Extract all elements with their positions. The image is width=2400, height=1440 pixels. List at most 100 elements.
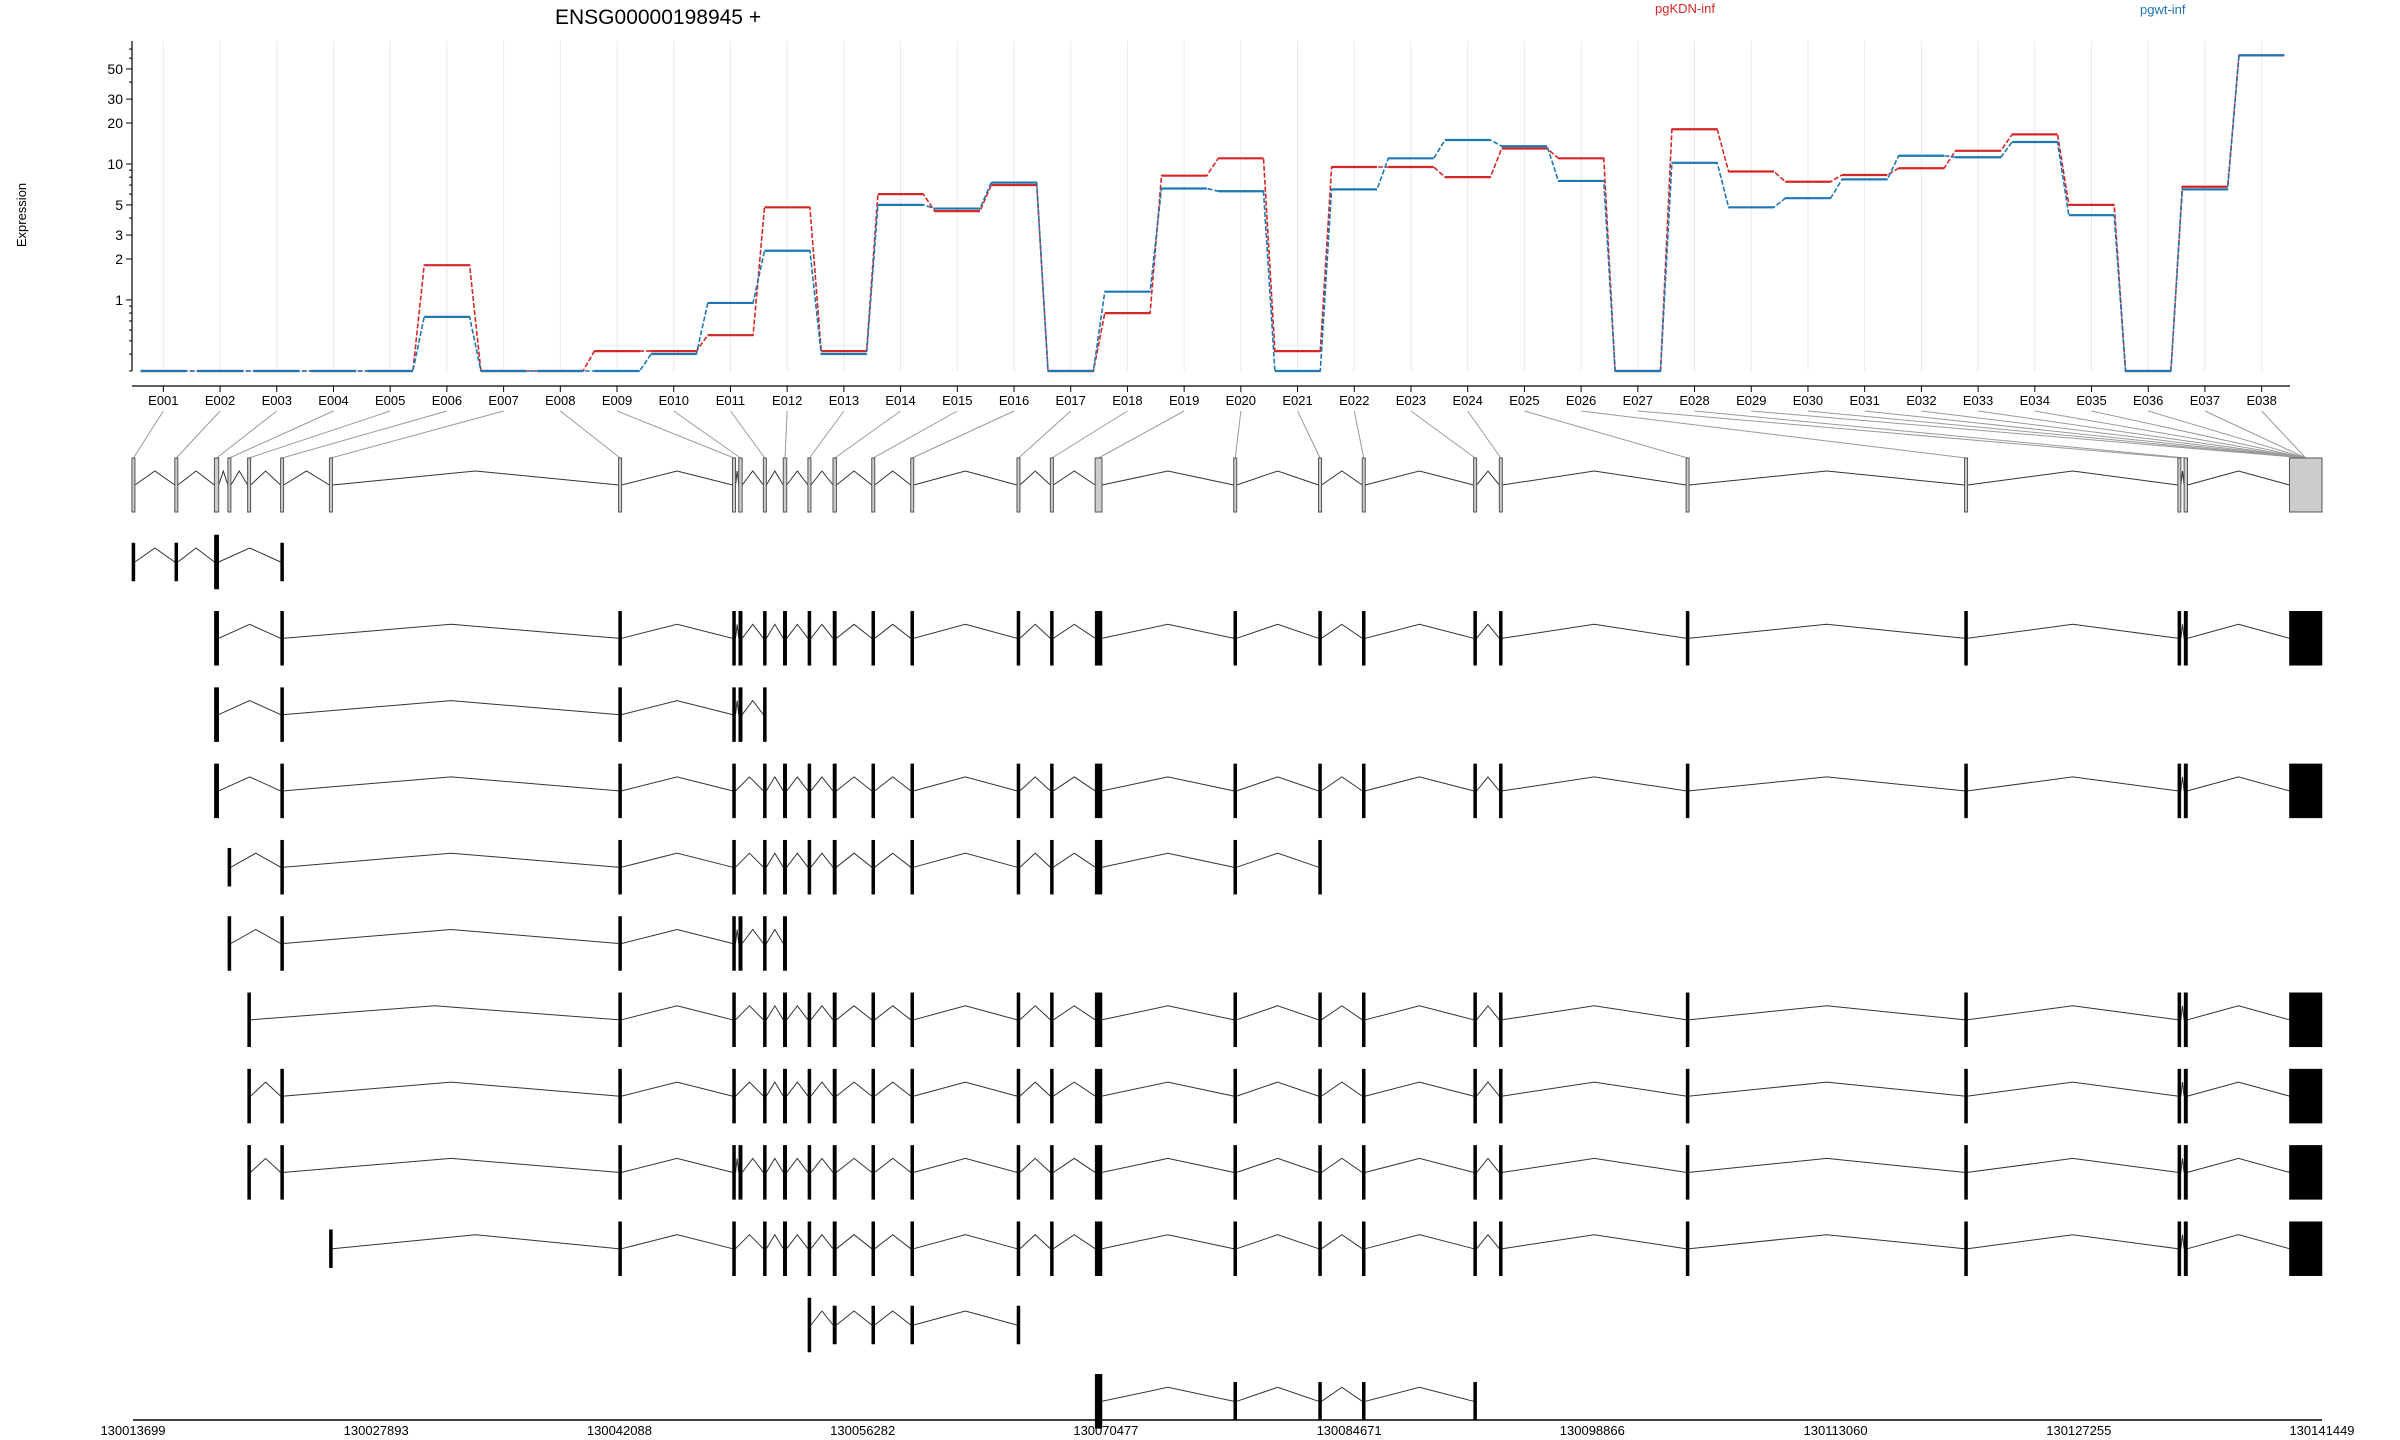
- transcript-intron: [621, 852, 733, 868]
- transcript-exon-e012: [783, 839, 787, 895]
- transcript-exon-e021: [1318, 839, 1322, 895]
- transcript-2: [214, 611, 2323, 666]
- transcript-exon-e015: [871, 1068, 876, 1124]
- transcript-exon-e015: [871, 992, 876, 1048]
- gene-model-intron: [1502, 470, 1687, 486]
- x-tick-label-e029: E029: [1736, 393, 1766, 408]
- transcript-exon-e020: [1233, 1382, 1237, 1421]
- transcript-exon-e013: [807, 1145, 812, 1200]
- transcript-exon-e025: [1685, 1068, 1690, 1124]
- transcript-exon-e020: [1233, 839, 1237, 895]
- transcript-intron: [1476, 1157, 1500, 1173]
- y-tick-label-20: 20: [107, 115, 123, 131]
- transcript-intron: [913, 1081, 1018, 1097]
- transcript-intron: [1321, 1005, 1363, 1021]
- x-tick-label-e017: E017: [1056, 393, 1086, 408]
- transcript-exon-e025: [1685, 992, 1690, 1048]
- gene-model-intron: [1019, 470, 1051, 486]
- x-tick-label-e035: E035: [2076, 393, 2106, 408]
- gene-model-exon-e017: [1016, 457, 1021, 513]
- transcript-intron: [621, 1081, 733, 1097]
- x-tick-label-e033: E033: [1963, 393, 1993, 408]
- transcript-exon-e022: [1361, 1145, 1366, 1200]
- transcript-exon-e006: [280, 542, 284, 582]
- connector-e001: [133, 410, 164, 459]
- transcript-intron: [1689, 1005, 1965, 1021]
- transcript-intron: [836, 852, 873, 868]
- transcript-intron: [1689, 1081, 1965, 1097]
- transcript-intron: [874, 623, 912, 639]
- transcript-exon-e023: [1473, 1382, 1477, 1421]
- transcript-intron: [1476, 1081, 1500, 1097]
- transcript-tracks: [131, 457, 2323, 1429]
- transcript-intron: [283, 623, 619, 639]
- gene-model-exon-e015: [871, 457, 876, 513]
- transcript-exon-e017: [1016, 763, 1021, 819]
- transcript-intron: [735, 700, 740, 715]
- connector-e011: [730, 410, 766, 459]
- y-tick-label-3: 3: [115, 227, 123, 243]
- transcript-exon-e011: [763, 611, 767, 666]
- transcript-exon-e021: [1318, 611, 1322, 666]
- transcript-exon-e019: [1094, 992, 1103, 1048]
- connector-e034: [2034, 410, 2306, 459]
- transcript-intron: [786, 623, 809, 639]
- transcript-exon-e009: [732, 916, 736, 971]
- x-tick-label-e037: E037: [2190, 393, 2220, 408]
- transcript-intron: [1236, 1157, 1319, 1173]
- transcript-intron: [2187, 1005, 2290, 1021]
- transcript-exon-e020: [1233, 992, 1237, 1048]
- transcript-intron: [1502, 1157, 1687, 1173]
- transcript-intron: [1053, 852, 1096, 868]
- transcript-intron: [1101, 1157, 1234, 1173]
- x-tick-label-e034: E034: [2020, 393, 2050, 408]
- transcript-exon-e018: [1050, 992, 1054, 1048]
- gene-model-intron: [1689, 470, 1965, 486]
- transcript-exon-e029: [2289, 992, 2323, 1048]
- transcript-intron: [1019, 623, 1051, 639]
- transcript-exon-e029: [2289, 1145, 2323, 1200]
- gene-model-intron: [1967, 470, 2178, 486]
- gene-model-intron: [1321, 470, 1363, 486]
- transcript-exon-e010: [738, 611, 743, 666]
- y-tick-label-10: 10: [107, 156, 123, 172]
- transcript-exon-e014: [832, 763, 837, 819]
- transcript-exon-e018: [1050, 1221, 1054, 1276]
- gene-model-intron: [913, 470, 1018, 486]
- transcript-exon-e027: [2177, 611, 2182, 666]
- gene-model-exon-e014: [832, 457, 837, 513]
- transcript-exon-e029: [2289, 763, 2323, 819]
- transcript-intron: [332, 1234, 619, 1250]
- transcript-exon-e028: [2183, 992, 2188, 1048]
- connector-e009: [616, 410, 735, 459]
- transcript-exon-e023: [1473, 1221, 1477, 1276]
- transcript-exon-e017: [1016, 1068, 1021, 1124]
- transcript-intron: [2187, 1157, 2290, 1173]
- transcript-exon-e015: [871, 1305, 876, 1345]
- genomic-tick-label-130127255: 130127255: [2046, 1423, 2111, 1438]
- transcript-1: [131, 534, 284, 590]
- connector-e036: [2148, 410, 2306, 459]
- transcript-intron: [621, 623, 733, 639]
- chart-title: ENSG00000198945 +: [555, 6, 761, 29]
- transcript-intron: [230, 852, 281, 868]
- transcript-exon-e017: [1016, 992, 1021, 1048]
- transcript-intron: [874, 1005, 912, 1021]
- transcript-exon-e010: [738, 687, 743, 742]
- x-tick-label-e012: E012: [772, 393, 802, 408]
- transcript-intron: [1101, 1081, 1234, 1097]
- connector-e031: [1864, 410, 2306, 459]
- transcript-intron: [218, 776, 281, 792]
- gene-model-intron: [218, 469, 229, 486]
- transcript-5: [227, 839, 1322, 895]
- transcript-intron: [1053, 776, 1096, 792]
- transcript-intron: [786, 1081, 809, 1097]
- genomic-tick-label-130013699: 130013699: [100, 1423, 165, 1438]
- connector-e008: [560, 410, 621, 459]
- transcript-exon-e009: [732, 992, 736, 1048]
- connector-e027: [1637, 410, 2180, 459]
- transcript-exon-e028: [2183, 1221, 2188, 1276]
- transcript-exon-e023: [1473, 1145, 1477, 1200]
- x-tick-label-e024: E024: [1453, 393, 1483, 408]
- transcript-intron: [1053, 1081, 1096, 1097]
